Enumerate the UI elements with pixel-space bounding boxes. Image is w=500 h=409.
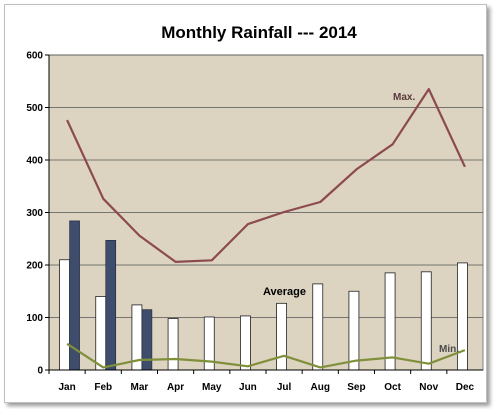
y-tick-label: 400 bbox=[26, 156, 43, 167]
y-tick-label: 100 bbox=[26, 313, 43, 324]
y-tick-label: 500 bbox=[26, 103, 43, 114]
annotation-min: Min. bbox=[439, 344, 459, 355]
chart-title: Monthly Rainfall --- 2014 bbox=[161, 23, 357, 42]
lines bbox=[66, 87, 466, 369]
chart-frame: Monthly Rainfall --- 2014 0 100 200 300 400 5… bbox=[4, 4, 487, 403]
y-tick-label: 600 bbox=[26, 51, 43, 62]
rainfall-2014-bar bbox=[105, 240, 117, 371]
average-bar bbox=[420, 271, 432, 371]
annotation-max: Max. bbox=[393, 92, 415, 103]
x-tick-label: Feb bbox=[94, 382, 112, 393]
min-line bbox=[66, 342, 466, 369]
x-tick-label: Oct bbox=[384, 382, 401, 393]
rainfall-chart: Monthly Rainfall --- 2014 0 100 200 300 400 5… bbox=[26, 23, 484, 393]
gridlines bbox=[49, 54, 483, 318]
y-tick-label: 200 bbox=[26, 261, 43, 272]
average-bar bbox=[167, 318, 179, 371]
average-bar bbox=[348, 290, 360, 371]
y-tick-label: 0 bbox=[37, 366, 43, 377]
x-tick-label: Mar bbox=[131, 382, 149, 393]
x-tick-label: Jul bbox=[277, 382, 292, 393]
max-line bbox=[66, 87, 466, 263]
average-bar bbox=[276, 302, 287, 371]
x-tick-label: Jan bbox=[58, 382, 75, 393]
average-bar bbox=[384, 272, 396, 371]
x-tick-label: Aug bbox=[311, 382, 330, 393]
average-bar bbox=[312, 283, 324, 371]
annotation-average: Average bbox=[263, 286, 306, 298]
y-tick-label: 300 bbox=[26, 208, 43, 219]
average-bar bbox=[240, 315, 251, 371]
x-tick-label: Dec bbox=[456, 382, 475, 393]
x-tick-label: Jun bbox=[239, 382, 257, 393]
x-tick-label: May bbox=[202, 382, 222, 393]
x-tick-label: Nov bbox=[419, 382, 438, 393]
axes: 0 100 200 300 400 500 600 Jan Feb Mar Apr May Jun Jul… bbox=[26, 51, 483, 393]
average-bar bbox=[59, 259, 70, 371]
bars bbox=[59, 220, 468, 371]
x-tick-label: Apr bbox=[167, 382, 184, 393]
average-bar bbox=[95, 296, 107, 371]
x-tick-label: Sep bbox=[347, 382, 365, 393]
